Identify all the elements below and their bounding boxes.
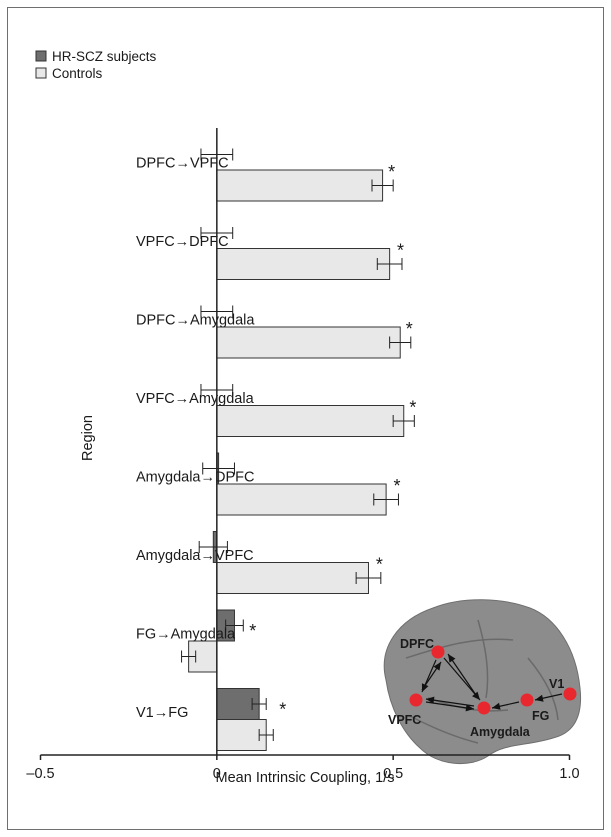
bar: [216, 483, 387, 516]
bar: [216, 248, 391, 280]
connection-arrowhead: [492, 702, 501, 710]
category-label: VPFC→DPFC: [136, 234, 229, 250]
significance-marker: *: [393, 476, 400, 496]
category-label: Amygdala→DPFC: [136, 470, 254, 486]
significance-marker: *: [279, 700, 286, 720]
bar: [216, 719, 267, 751]
brain-region-node: [431, 645, 445, 659]
x-tick-label: 0: [213, 766, 221, 782]
bar: [216, 326, 401, 359]
significance-marker: *: [409, 398, 416, 418]
legend-swatch: [35, 50, 47, 62]
connection-arrow: [425, 698, 475, 707]
bar: [216, 169, 384, 202]
figure-frame: HR-SCZ subjects Controls DPFC VPFC Amygdala…: [7, 7, 604, 830]
legend-label: Controls: [52, 66, 103, 81]
connection-arrowhead: [465, 704, 474, 712]
significance-marker: *: [249, 621, 256, 641]
category-label: VPFC→Amygdala: [136, 391, 255, 407]
connection-arrow: [447, 653, 479, 699]
category-label: V1→FG: [136, 705, 188, 721]
connection-arrow: [425, 701, 475, 710]
brain-label-vpfc: VPFC: [388, 713, 421, 727]
significance-marker: *: [388, 162, 395, 182]
legend-swatch: [35, 67, 47, 79]
x-tick-label: 1.0: [559, 766, 579, 782]
connection-arrowhead: [448, 654, 456, 663]
brain-label-amygdala: Amygdala: [470, 725, 531, 739]
brain-region-node: [477, 701, 491, 715]
brain-label-dpfc: DPFC: [400, 637, 434, 651]
x-tick-label: –0.5: [26, 766, 54, 782]
axes-layer: DPFC→VPFC VPFC→DPFC DPFC→Amygdala VPFC→Amyg…: [26, 128, 580, 786]
legend: HR-SCZ subjects Controls: [35, 49, 157, 81]
brain-label-v1: V1: [549, 677, 564, 691]
brain-region-node: [409, 693, 423, 707]
x-tick-label: 0.5: [383, 766, 403, 782]
category-label: DPFC→Amygdala: [136, 313, 255, 329]
significance-marker: *: [406, 319, 413, 339]
category-label: DPFC→VPFC: [136, 156, 229, 172]
x-axis-label: Mean Intrinsic Coupling, 1/s: [216, 770, 395, 786]
bar: [216, 562, 369, 594]
connection-arrowhead: [535, 694, 544, 702]
connection-arrowhead: [426, 696, 435, 704]
brain-region-node: [520, 693, 534, 707]
legend-label: HR-SCZ subjects: [52, 49, 157, 64]
category-label: Amygdala→VPFC: [136, 548, 254, 564]
chart: HR-SCZ subjects Controls DPFC VPFC Amygdala…: [26, 49, 582, 786]
bars-layer: * * * * * * * *: [181, 148, 416, 751]
connection-arrowhead: [433, 662, 441, 671]
significance-marker: *: [376, 555, 383, 575]
bar: [216, 405, 405, 437]
significance-marker: *: [397, 241, 404, 261]
brain-shape: [383, 599, 582, 765]
y-axis-label: Region: [80, 415, 96, 461]
category-label: FG→Amygdala: [136, 627, 236, 643]
brain-region-node: [563, 687, 577, 701]
connection-arrowhead: [421, 683, 429, 692]
brain-label-fg: FG: [532, 709, 549, 723]
